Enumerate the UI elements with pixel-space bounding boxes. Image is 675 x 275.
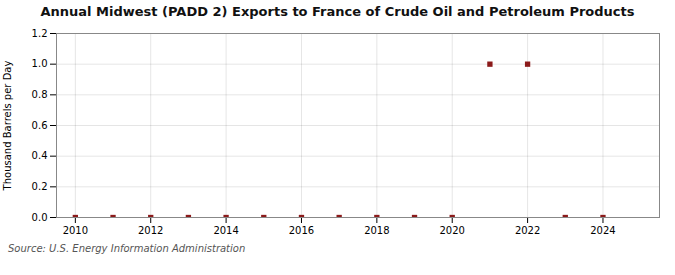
- svg-text:1.0: 1.0: [32, 58, 48, 69]
- html-text:Source: U.S. Energy Informatio: Source: U.S. Energy Information Administ…: [8, 243, 246, 254]
- svg-text:2024: 2024: [590, 225, 615, 236]
- svg-text:0.4: 0.4: [32, 150, 48, 161]
- svg-text:0.0: 0.0: [32, 212, 48, 223]
- svg-text:0.8: 0.8: [32, 89, 48, 100]
- svg-text:2018: 2018: [364, 225, 389, 236]
- svg-text:1.2: 1.2: [32, 28, 48, 39]
- svg-text:Thousand Barrels per Day: Thousand Barrels per Day: [2, 61, 13, 192]
- svg-text:0.6: 0.6: [32, 120, 48, 131]
- html-text:Annual Midwest (PADD 2) Export: Annual Midwest (PADD 2) Exports to Franc…: [40, 4, 635, 19]
- svg-text:2020: 2020: [439, 225, 464, 236]
- svg-text:2014: 2014: [213, 225, 238, 236]
- svg-text:2012: 2012: [138, 225, 163, 236]
- svg-text:2022: 2022: [515, 225, 540, 236]
- svg-text:2016: 2016: [289, 225, 314, 236]
- svg-text:2010: 2010: [63, 225, 88, 236]
- svg-text:0.2: 0.2: [32, 181, 48, 192]
